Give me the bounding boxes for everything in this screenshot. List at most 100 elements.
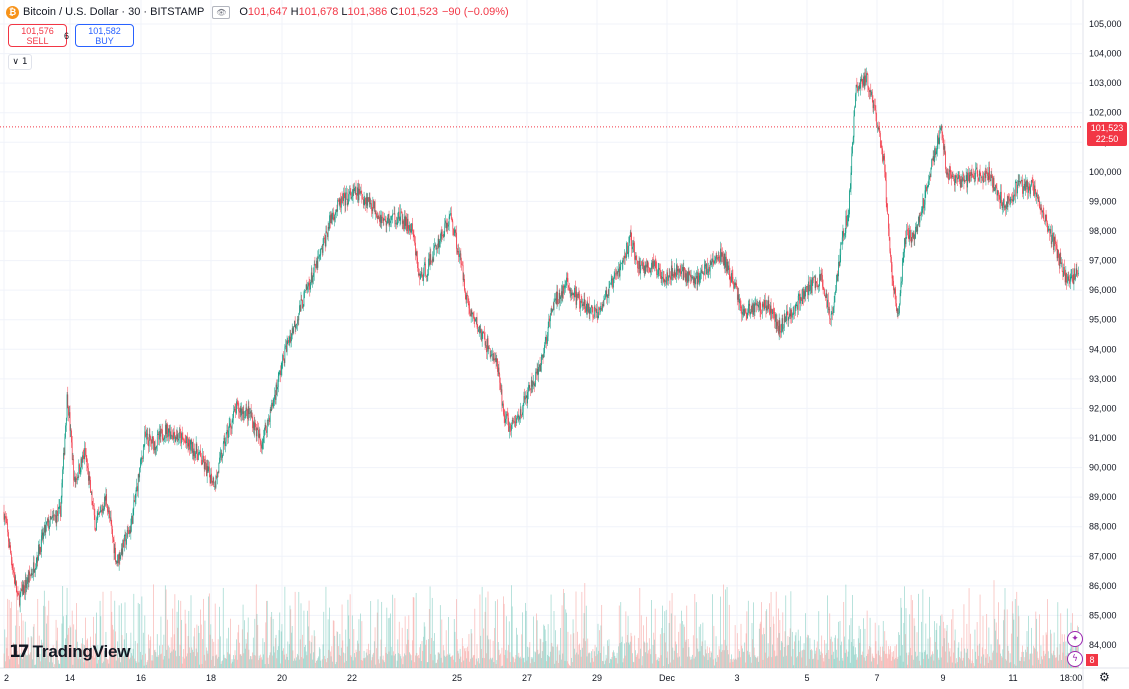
candle-body [398,211,399,219]
volume-bar [951,619,952,668]
candle-body [3,511,5,520]
volume-bar [860,629,861,668]
gear-icon[interactable]: ⚙ [1099,670,1110,684]
volume-bar [598,650,600,668]
volume-bar [834,637,836,668]
volume-bar [385,652,387,668]
candle-body [439,240,440,248]
candle-body [950,172,952,175]
candle-body [61,482,63,498]
candle-body [865,75,867,83]
eye-icon[interactable]: 👁 [212,5,231,19]
volume-bar [98,659,99,668]
volume-bar [329,607,330,668]
volume-bar [979,594,981,668]
buy-button[interactable]: 101,582 BUY [75,24,134,47]
candle-body [810,279,812,291]
volume-bar [414,662,416,668]
candle-body [296,323,297,325]
volume-bar [38,648,39,668]
candle-body [1022,188,1024,194]
candle-body [1077,273,1078,275]
candle-body [488,347,490,350]
volume-bar [558,650,560,668]
volume-bar [276,658,278,668]
volume-bar [694,593,696,668]
volume-bar [724,639,726,668]
candle-body [392,213,394,217]
candle-body [728,265,730,275]
volume-bar [336,631,338,668]
volume-bar [413,597,415,668]
candle-body [758,304,759,308]
volume-bar [87,651,89,668]
candle-body [529,385,531,390]
candle-body [901,262,903,282]
sparkle-icon[interactable]: ✦ [1067,631,1083,647]
volume-bar [663,633,665,668]
candle-body [389,223,391,226]
candle-body [360,191,361,194]
collapse-indicators-button[interactable]: ∨ 1 [8,54,32,70]
candle-body [235,410,237,414]
sell-button[interactable]: 101,576 SELL [8,24,67,47]
candle-body [54,515,56,517]
candle-body [804,291,806,297]
volume-bar [193,636,195,668]
volume-bar [706,653,707,668]
volume-bar [78,650,80,668]
candle-body [183,439,185,441]
lightning-icon[interactable]: ϟ [1067,651,1083,667]
volume-bar [461,638,463,668]
candle-body [959,181,961,188]
candle-body [650,269,652,272]
candle-body [739,298,741,307]
candle-body [570,289,572,296]
candle-body [34,569,36,573]
candle-body [1011,199,1013,202]
volume-bar [359,650,361,668]
volume-bar [183,648,185,668]
candle-body [1065,272,1067,283]
volume-bar [32,659,33,668]
candle-body [208,466,209,472]
volume-bar [936,623,938,668]
candle-body [869,90,871,93]
volume-bar [752,639,754,668]
candle-body [696,276,698,285]
candle-body [667,272,669,281]
candle-body [629,236,630,243]
volume-bar [953,652,955,668]
candle-body [735,283,737,286]
candle-body [577,293,578,298]
candle-body [883,156,885,160]
volume-bar [577,654,579,668]
symbol-title[interactable]: Bitcoin / U.S. Dollar · 30 · BITSTAMP [23,6,205,18]
volume-bar [624,643,625,668]
volume-bar [899,634,900,668]
volume-bar [145,664,147,668]
volume-bar [85,617,86,668]
candle-body [1014,194,1015,197]
candle-body [221,452,223,458]
volume-bar [517,656,519,668]
volume-bar [324,659,326,668]
volume-bar [27,637,29,668]
volume-bar [890,660,892,668]
candle-body [948,169,950,180]
volume-bar [762,659,764,668]
volume-bar [955,663,957,668]
volume-bar [112,624,113,668]
candle-body [779,320,781,332]
volume-bar [880,656,882,668]
volume-bar [133,593,135,668]
candle-body [120,555,121,560]
candle-body [299,305,300,314]
volume-bar [554,663,556,668]
volume-bar [937,657,939,668]
candle-body [902,257,904,263]
volume-bar [386,607,388,668]
volume-bar [714,665,715,668]
